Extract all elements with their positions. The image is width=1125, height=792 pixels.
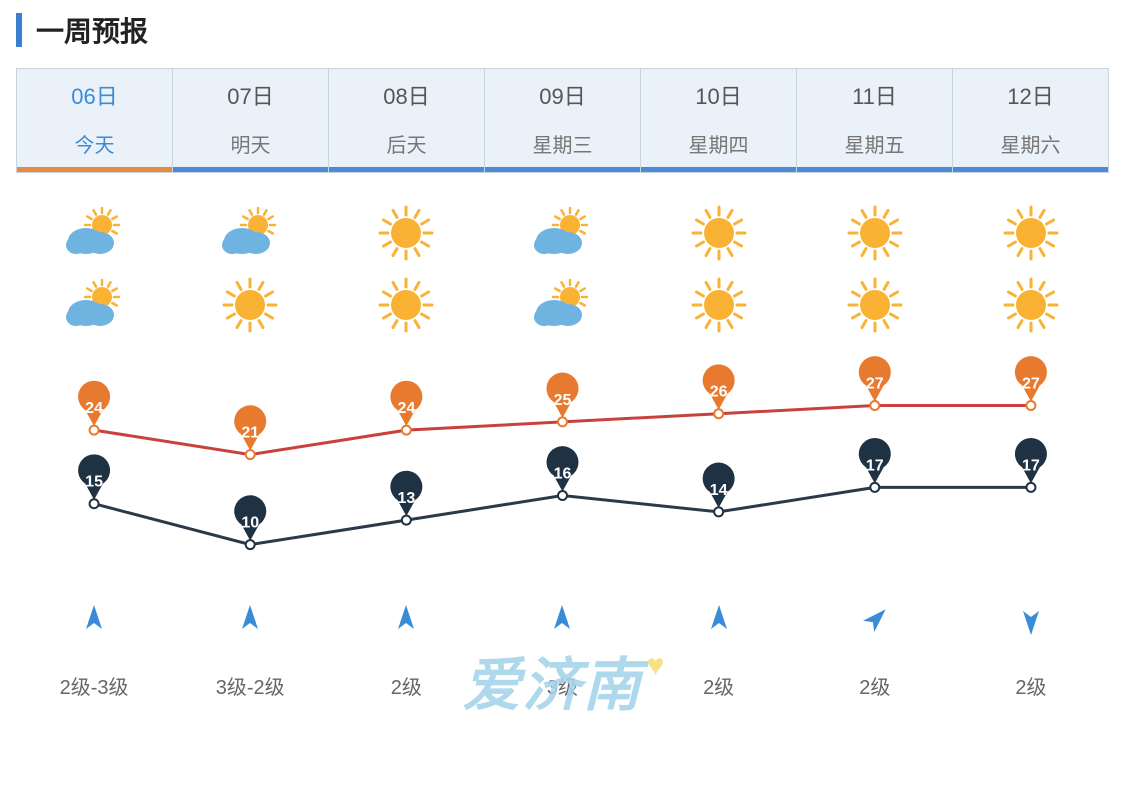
day-date: 07日: [173, 79, 328, 121]
day-tab-4[interactable]: 10日 星期四: [641, 69, 797, 172]
wind-col-4: 2级: [641, 595, 797, 700]
day-icons-col-3: [484, 173, 640, 341]
wind-level: 2级-3级: [16, 671, 172, 700]
wind-arrow-icon: [328, 595, 484, 645]
weather-icon-am: [16, 197, 172, 269]
wind-col-0: 2级-3级: [16, 595, 172, 700]
day-tab-2[interactable]: 08日 后天: [329, 69, 485, 172]
wind-level: 3级: [484, 671, 640, 700]
day-icons-col-2: [328, 173, 484, 341]
day-icons-col-0: [16, 173, 172, 341]
weather-icon-am: [641, 197, 797, 269]
svg-text:10: 10: [241, 515, 259, 532]
wind-arrow-icon: [641, 595, 797, 645]
day-tab-1[interactable]: 07日 明天: [173, 69, 329, 172]
days-header: 06日 今天 07日 明天 08日 后天 09日 星期三 10日 星期四 11日…: [16, 68, 1109, 173]
tab-underline: [173, 167, 328, 172]
svg-text:25: 25: [554, 392, 572, 409]
weather-icon-pm: [797, 269, 953, 341]
title-accent: [16, 13, 22, 47]
wind-col-1: 3级-2级: [172, 595, 328, 700]
weather-icon-am: [953, 197, 1109, 269]
day-date: 06日: [17, 79, 172, 121]
day-icons-col-1: [172, 173, 328, 341]
day-icons-col-5: [797, 173, 953, 341]
weather-icon-pm: [484, 269, 640, 341]
weather-icon-am: [328, 197, 484, 269]
svg-text:17: 17: [1022, 457, 1040, 474]
weather-icon-pm: [16, 269, 172, 341]
svg-text:26: 26: [710, 384, 728, 401]
tab-underline: [797, 167, 952, 172]
tab-underline: [641, 167, 796, 172]
wind-col-2: 2级: [328, 595, 484, 700]
wind-level: 3级-2级: [172, 671, 328, 700]
wind-arrow-icon: [16, 595, 172, 645]
day-date: 11日: [797, 79, 952, 121]
section-title: 一周预报: [36, 10, 148, 50]
wind-row: 爱济南♥ 2级-3级 3级-2级 2级 3级 2级: [16, 595, 1109, 700]
svg-text:16: 16: [554, 466, 572, 483]
tab-underline: [17, 167, 172, 172]
svg-text:13: 13: [397, 490, 415, 507]
wind-col-3: 3级: [484, 595, 640, 700]
svg-text:14: 14: [710, 482, 728, 499]
weather-icon-am: [797, 197, 953, 269]
wind-level: 2级: [641, 671, 797, 700]
day-icons-col-4: [641, 173, 797, 341]
tab-underline: [485, 167, 640, 172]
day-tab-6[interactable]: 12日 星期六: [953, 69, 1108, 172]
weather-icon-pm: [641, 269, 797, 341]
day-label: 星期四: [641, 121, 796, 172]
wind-arrow-icon: [797, 595, 953, 645]
svg-text:17: 17: [866, 457, 884, 474]
temperature-chart: 24 21 24 25 26 27 27: [16, 351, 1109, 581]
weather-icon-pm: [328, 269, 484, 341]
svg-text:24: 24: [85, 400, 103, 417]
wind-arrow-icon: [172, 595, 328, 645]
day-label: 今天: [17, 121, 172, 172]
weather-icons-grid: [16, 173, 1109, 341]
day-date: 09日: [485, 79, 640, 121]
wind-col-6: 2级: [953, 595, 1109, 700]
wind-level: 2级: [953, 671, 1109, 700]
day-label: 星期六: [953, 121, 1108, 172]
weather-icon-pm: [172, 269, 328, 341]
svg-text:24: 24: [397, 400, 415, 417]
day-icons-col-6: [953, 173, 1109, 341]
svg-text:15: 15: [85, 474, 103, 491]
day-label: 星期三: [485, 121, 640, 172]
svg-text:21: 21: [241, 425, 259, 442]
weather-icon-pm: [953, 269, 1109, 341]
day-date: 12日: [953, 79, 1108, 121]
wind-level: 2级: [797, 671, 953, 700]
wind-arrow-icon: [953, 595, 1109, 645]
tab-underline: [329, 167, 484, 172]
wind-level: 2级: [328, 671, 484, 700]
day-label: 明天: [173, 121, 328, 172]
weather-icon-am: [172, 197, 328, 269]
svg-text:27: 27: [1022, 376, 1040, 393]
day-tab-0[interactable]: 06日 今天: [17, 69, 173, 172]
day-label: 星期五: [797, 121, 952, 172]
day-tab-5[interactable]: 11日 星期五: [797, 69, 953, 172]
day-date: 08日: [329, 79, 484, 121]
day-tab-3[interactable]: 09日 星期三: [485, 69, 641, 172]
wind-col-5: 2级: [797, 595, 953, 700]
day-label: 后天: [329, 121, 484, 172]
svg-text:27: 27: [866, 376, 884, 393]
tab-underline: [953, 167, 1108, 172]
section-title-bar: 一周预报: [16, 10, 1109, 50]
day-date: 10日: [641, 79, 796, 121]
weather-icon-am: [484, 197, 640, 269]
wind-arrow-icon: [484, 595, 640, 645]
